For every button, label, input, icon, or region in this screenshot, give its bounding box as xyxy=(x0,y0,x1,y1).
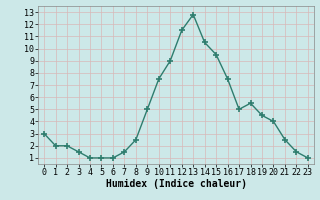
X-axis label: Humidex (Indice chaleur): Humidex (Indice chaleur) xyxy=(106,179,246,189)
